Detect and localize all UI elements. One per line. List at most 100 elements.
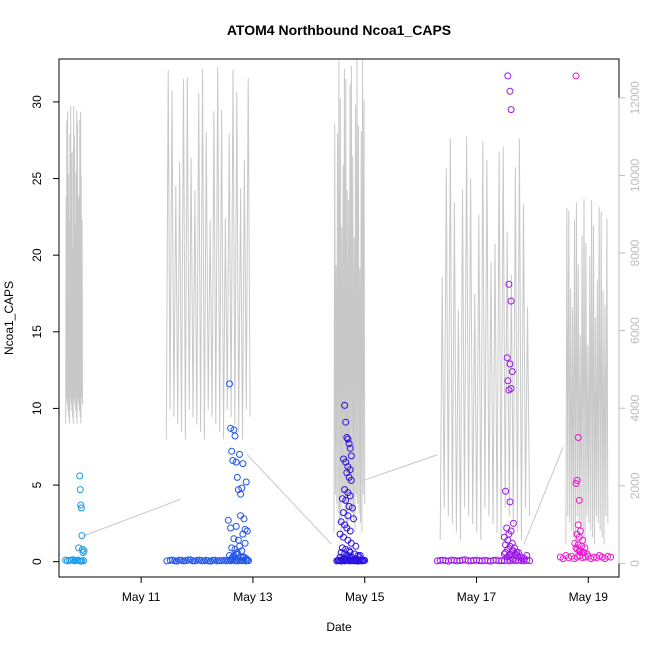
x-tick-label: May 19 [569,590,609,604]
data-point [507,297,515,305]
data-point [180,557,188,565]
data-point [505,280,513,288]
y-tick-label: 20 [30,248,44,262]
series-group [433,72,534,565]
data-point [575,547,583,555]
data-point [506,360,514,368]
chart-title: ATOM4 Northbound Ncoa1_CAPS [227,22,451,38]
data-point [506,498,514,506]
data-point [69,556,77,564]
data-point [239,460,247,468]
data-point [361,556,369,564]
data-point [572,72,580,80]
data-point [241,539,249,547]
x-tick-label: May 11 [122,590,161,604]
y2-tick-label: 4000 [628,395,642,422]
data-point [503,524,511,532]
data-point [571,539,579,547]
data-point [579,549,587,556]
data-point [227,424,235,432]
y2-tick-label: 12000 [628,81,642,115]
data-point [79,549,87,556]
data-point [227,556,235,564]
data-point [76,486,84,494]
points-layer [62,72,615,565]
data-point [76,472,84,480]
y-tick-label: 15 [30,325,44,339]
x-axis-label: Date [326,620,352,634]
secondary-trace-connector [246,454,332,545]
secondary-trace-connector [82,498,181,537]
data-point [227,524,235,532]
data-point [346,444,354,452]
secondary-trace-segment [165,66,251,440]
data-point [198,557,205,565]
data-point [508,368,516,376]
secondary-trace-connector [523,446,564,545]
data-point [352,542,360,550]
data-point [575,496,583,504]
data-point [345,503,353,510]
data-point [346,549,354,556]
y-tick-label: 30 [30,95,44,109]
data-point [347,452,355,460]
data-point [350,515,357,523]
data-point [340,555,347,563]
y-tick-label: 25 [30,172,44,186]
data-point [228,447,236,455]
data-point [343,434,351,441]
data-point [77,501,85,509]
x-tick-label: May 15 [345,590,385,604]
y2-tick-label: 10000 [628,158,642,192]
data-point [345,440,353,448]
data-point [228,555,236,563]
series-group [333,401,369,565]
data-point [338,495,346,503]
data-point [509,519,517,527]
data-point [236,450,243,458]
secondary-trace-segment [439,136,531,541]
data-point [342,418,350,426]
data-point [215,557,223,565]
data-point [79,545,86,553]
data-point [78,532,86,540]
data-point [505,386,513,394]
data-point [502,549,509,556]
data-point [232,458,240,466]
data-point [237,512,245,520]
series-group [163,380,252,565]
data-point [243,556,251,564]
secondary-trace-segment [65,106,83,424]
secondary-trace-segment [333,59,366,533]
data-point [341,401,349,409]
data-point [204,557,212,565]
data-point [344,512,352,520]
data-point [242,478,250,486]
data-point [230,535,238,543]
y-axis-label: Ncoa1_CAPS [2,281,16,355]
data-point [506,87,514,95]
data-point [226,380,233,388]
secondary-trace-layer [65,59,609,545]
series-group [556,72,615,563]
data-point [503,354,511,362]
data-point [80,547,88,555]
data-point [75,544,83,552]
data-point [346,527,354,535]
data-point [502,487,509,495]
data-point [233,473,241,481]
data-point [232,522,240,530]
data-point [193,556,201,564]
data-point [348,556,356,564]
data-point [572,480,580,487]
data-point [504,72,512,80]
data-point [342,555,350,563]
data-point [604,552,612,560]
data-point [583,550,591,558]
series-group [62,472,88,565]
data-point [574,521,582,529]
data-point [243,527,251,535]
y2-tick-label: 8000 [628,239,642,266]
data-point [355,553,363,561]
data-point [343,553,351,561]
